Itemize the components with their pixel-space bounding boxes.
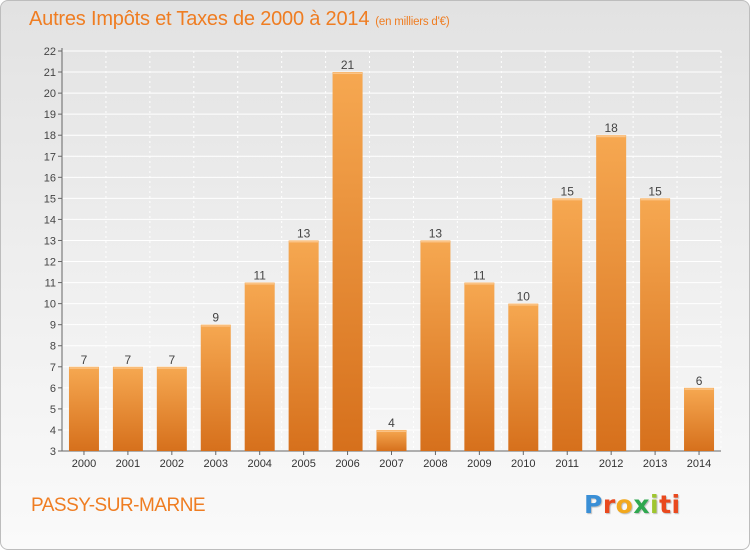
x-tick-label: 2000 [72, 458, 96, 470]
bar-highlight [377, 430, 406, 432]
x-tick-label: 2001 [116, 458, 140, 470]
x-tick-label: 2007 [379, 458, 403, 470]
x-tick-label: 2004 [247, 458, 271, 470]
y-tick-label: 4 [50, 425, 56, 437]
data-label: 9 [212, 311, 219, 325]
y-tick-label: 3 [50, 446, 56, 458]
x-tick-label: 2008 [423, 458, 447, 470]
bar [288, 240, 319, 451]
labels: 3 4 5 6 7 8 9 10 11 12 13 14 15 16 17 18 19 20 21 22 7 2000 7 2… [44, 46, 712, 470]
data-label: 11 [473, 269, 486, 283]
bar [508, 303, 539, 451]
x-tick-label: 2005 [291, 458, 315, 470]
x-tick-label: 2012 [599, 458, 623, 470]
bar-highlight [69, 367, 99, 369]
proxiti-logo[interactable]: Proxiti [584, 490, 681, 519]
bar [156, 366, 187, 451]
bar-highlight [289, 240, 319, 243]
data-label: 15 [648, 184, 662, 198]
y-tick-label: 8 [50, 341, 56, 353]
x-tick-label: 2002 [160, 458, 184, 470]
logo-letter: o [615, 490, 634, 519]
x-tick-label: 2014 [687, 458, 711, 470]
logo-letter: i [650, 490, 660, 519]
bar [244, 282, 275, 451]
data-label: 18 [604, 121, 618, 135]
data-label: 6 [696, 374, 703, 388]
chart-title: Autres Impôts et Taxes de 2000 à 2014 (en… [29, 8, 450, 31]
bar [464, 282, 495, 451]
y-tick-label: 9 [50, 320, 56, 332]
data-label: 10 [517, 290, 531, 304]
bar-highlight [684, 388, 714, 390]
y-tick-label: 14 [44, 214, 56, 226]
bar-highlight [640, 198, 670, 201]
data-label: 21 [341, 58, 355, 72]
y-tick-label: 10 [44, 299, 56, 311]
y-tick-label: 12 [44, 257, 56, 269]
bar-highlight [596, 135, 626, 138]
chart-unit-label: (en milliers d'€) [375, 16, 450, 28]
data-label: 7 [81, 353, 88, 367]
bar [112, 366, 143, 451]
data-label: 4 [388, 416, 395, 430]
bar-highlight [245, 283, 275, 285]
bar [420, 240, 451, 451]
bar [376, 429, 407, 451]
y-tick-label: 5 [50, 404, 56, 416]
y-tick-label: 17 [44, 151, 56, 163]
y-tick-label: 16 [44, 172, 56, 184]
bar-highlight [113, 367, 143, 369]
x-tick-label: 2013 [643, 458, 667, 470]
logo-letter: x [633, 490, 650, 519]
bar-highlight [464, 283, 494, 285]
bar [640, 198, 671, 451]
bar-highlight [201, 325, 231, 327]
bar [200, 324, 231, 451]
bar [596, 135, 627, 452]
logo-letter: P [584, 490, 603, 519]
bar-highlight [333, 72, 363, 75]
y-tick-label: 15 [44, 193, 56, 205]
data-label: 15 [561, 184, 575, 198]
data-label: 7 [125, 353, 132, 367]
bar [68, 366, 99, 451]
y-tick-label: 22 [44, 46, 56, 58]
data-label: 7 [168, 353, 175, 367]
data-label: 13 [297, 226, 311, 240]
bar [684, 387, 715, 451]
x-tick-label: 2011 [555, 458, 579, 470]
y-tick-label: 7 [50, 362, 56, 374]
chart-title-text: Autres Impôts et Taxes de 2000 à 2014 [29, 8, 370, 30]
bar-highlight [552, 198, 582, 201]
logo-letter: ti [659, 490, 681, 519]
logo-letter: r [602, 490, 616, 519]
y-tick-label: 21 [44, 67, 56, 79]
x-tick-label: 2006 [335, 458, 359, 470]
y-tick-label: 13 [44, 235, 56, 247]
bar-highlight [508, 304, 538, 306]
y-tick-label: 20 [44, 88, 56, 100]
data-label: 13 [429, 226, 443, 240]
city-name: PASSY-SUR-MARNE [31, 495, 206, 516]
bar-highlight [420, 240, 450, 243]
bar [552, 198, 583, 451]
bar [332, 72, 363, 451]
bars [68, 72, 715, 452]
y-tick-label: 6 [50, 383, 56, 395]
x-tick-label: 2009 [467, 458, 491, 470]
bar-highlight [157, 367, 187, 369]
y-tick-label: 11 [45, 278, 56, 290]
y-tick-label: 19 [44, 109, 56, 121]
y-tick-label: 18 [44, 130, 56, 142]
x-tick-label: 2003 [204, 458, 228, 470]
data-label: 11 [253, 269, 266, 283]
x-tick-label: 2010 [511, 458, 535, 470]
